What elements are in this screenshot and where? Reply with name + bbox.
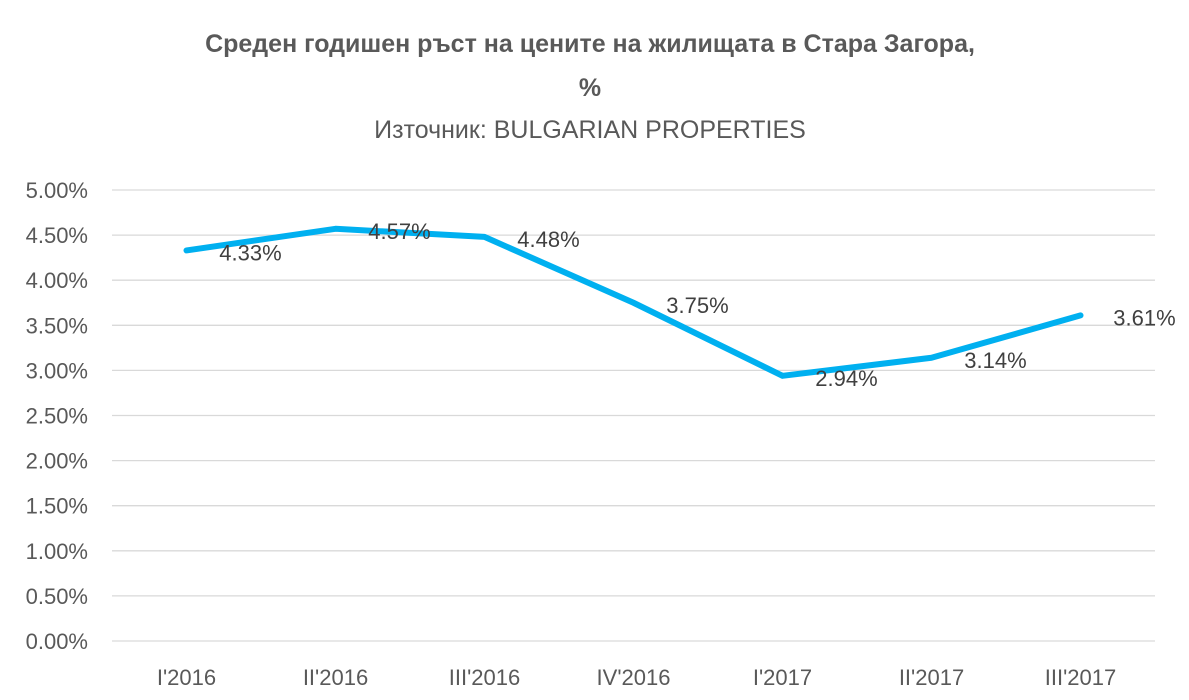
data-label: 4.57% — [368, 219, 430, 244]
x-tick-label: IV'2016 — [597, 665, 671, 690]
data-label: 4.33% — [219, 240, 281, 265]
y-tick-label: 1.00% — [26, 539, 88, 564]
chart-subtitle: Източник: BULGARIAN PROPERTIES — [374, 116, 806, 144]
chart-title-line2: % — [579, 74, 601, 102]
y-tick-label: 0.00% — [26, 629, 88, 654]
data-label: 3.61% — [1113, 305, 1175, 330]
y-tick-label: 5.00% — [26, 178, 88, 203]
y-tick-label: 2.50% — [26, 404, 88, 429]
y-tick-label: 3.50% — [26, 313, 88, 338]
y-tick-label: 2.00% — [26, 449, 88, 474]
x-tick-label: II'2016 — [303, 665, 368, 690]
y-tick-label: 4.00% — [26, 268, 88, 293]
data-label: 2.94% — [815, 366, 877, 391]
data-label: 3.75% — [666, 293, 728, 318]
x-tick-label: I'2016 — [157, 665, 216, 690]
x-tick-label: III'2017 — [1045, 665, 1116, 690]
x-tick-label: I'2017 — [753, 665, 812, 690]
data-label: 4.48% — [517, 227, 579, 252]
x-tick-label: II'2017 — [899, 665, 964, 690]
y-tick-label: 0.50% — [26, 584, 88, 609]
y-tick-label: 3.00% — [26, 358, 88, 383]
series-line — [183, 225, 1084, 379]
y-tick-label: 4.50% — [26, 223, 88, 248]
data-label: 3.14% — [964, 348, 1026, 373]
y-tick-label: 1.50% — [26, 494, 88, 519]
chart-title-line1: Среден годишен ръст на цените на жилищат… — [205, 30, 975, 58]
x-tick-label: III'2016 — [449, 665, 520, 690]
